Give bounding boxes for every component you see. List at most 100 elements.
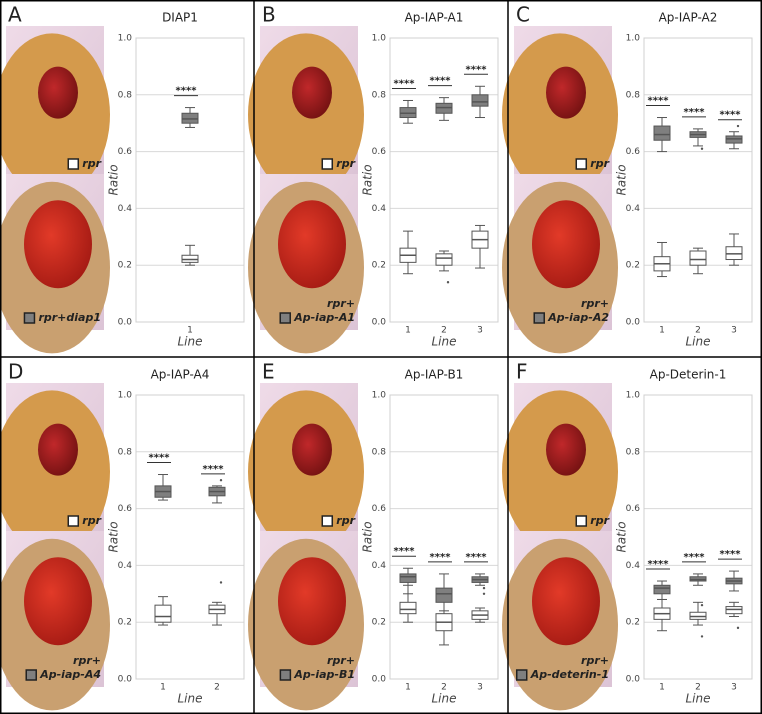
chart-title: DIAP1 xyxy=(162,11,198,25)
y-tick-label: 0.8 xyxy=(118,90,133,100)
sig-label: **** xyxy=(394,546,416,557)
y-tick-label: 1.0 xyxy=(626,391,641,401)
legend-label: rpr+ xyxy=(327,297,355,310)
flier xyxy=(482,586,486,590)
x-tick-label: 3 xyxy=(477,683,483,693)
legend-swatch xyxy=(515,669,528,681)
x-tick-label: 1 xyxy=(187,326,193,336)
y-tick-label: 0.8 xyxy=(372,90,387,100)
legend-label: rpr xyxy=(590,514,609,527)
legend-label: rpr xyxy=(82,514,101,527)
fly-eye xyxy=(38,66,78,119)
x-tick-label: 1 xyxy=(160,683,166,693)
y-axis-label: Ratio xyxy=(361,164,375,195)
sig-label: **** xyxy=(720,549,742,560)
flier xyxy=(736,626,740,630)
panel: C Ap-IAP-A2 0.0 0.2 0.4 0.6 0.8 1.0 Ratio Line 1 2 3… xyxy=(502,3,753,354)
y-tick-label: 0.2 xyxy=(118,261,132,271)
sig-label: **** xyxy=(203,464,225,475)
y-tick-label: 0.0 xyxy=(626,318,641,328)
y-axis-label: Ratio xyxy=(361,521,375,552)
sig-label: **** xyxy=(394,78,416,89)
sig-label: **** xyxy=(684,107,706,118)
y-tick-label: 0.4 xyxy=(118,204,133,214)
panel: D Ap-IAP-A4 0.0 0.2 0.4 0.6 0.8 1.0 Ratio Line 1 2 *… xyxy=(0,360,245,711)
fly-eye xyxy=(546,423,586,476)
legend-label: rpr xyxy=(336,157,355,170)
y-tick-label: 0.2 xyxy=(626,618,640,628)
chart-title: Ap-Deterin-1 xyxy=(650,368,727,382)
box xyxy=(653,584,671,595)
plot-frame xyxy=(135,37,245,323)
plot-frame xyxy=(643,394,753,680)
box xyxy=(399,573,417,583)
y-axis-label: Ratio xyxy=(107,164,121,195)
panel-letter: F xyxy=(516,360,528,384)
y-tick-label: 0.0 xyxy=(118,675,133,685)
legend-label: Ap-iap-A1 xyxy=(293,311,355,324)
x-axis-label: Line xyxy=(177,692,202,706)
fly-eye xyxy=(24,557,92,646)
x-tick-label: 3 xyxy=(731,326,737,336)
y-tick-label: 0.8 xyxy=(626,90,641,100)
plot-frame xyxy=(389,394,499,680)
legend-swatch xyxy=(25,669,37,681)
x-tick-label: 1 xyxy=(405,683,411,693)
plot-frame xyxy=(389,37,499,323)
y-tick-label: 0.4 xyxy=(626,204,641,214)
x-tick-label: 2 xyxy=(214,683,220,693)
box xyxy=(154,604,172,623)
sig-label: **** xyxy=(720,110,742,121)
flier xyxy=(219,581,223,584)
y-tick-label: 0.2 xyxy=(626,261,640,271)
chart-title: Ap-IAP-A4 xyxy=(151,368,210,382)
legend-label: rpr+ xyxy=(327,654,355,667)
x-tick-label: 1 xyxy=(659,683,665,693)
y-tick-label: 0.8 xyxy=(372,447,387,457)
fly-eye xyxy=(292,423,332,476)
x-tick-label: 1 xyxy=(659,326,665,336)
chart-title: Ap-IAP-A1 xyxy=(405,11,464,25)
flier xyxy=(482,592,486,595)
flier xyxy=(446,281,450,284)
x-tick-label: 1 xyxy=(405,326,411,336)
x-tick-label: 2 xyxy=(695,683,701,693)
y-tick-label: 1.0 xyxy=(372,391,387,401)
plot-frame xyxy=(643,37,753,323)
box xyxy=(471,94,489,107)
y-tick-label: 0.6 xyxy=(372,147,387,157)
chart-title: Ap-IAP-A2 xyxy=(659,11,718,25)
sig-label: **** xyxy=(430,552,452,563)
flier xyxy=(700,603,704,607)
y-tick-label: 0.0 xyxy=(118,318,133,328)
y-tick-label: 0.8 xyxy=(118,447,133,457)
x-tick-label: 2 xyxy=(441,683,447,693)
legend-swatch xyxy=(67,158,80,170)
y-tick-label: 1.0 xyxy=(118,391,133,401)
y-tick-label: 0.4 xyxy=(372,204,387,214)
legend-label: Ap-iap-A4 xyxy=(39,668,101,681)
fly-eye xyxy=(292,66,332,119)
legend-label: rpr xyxy=(590,157,609,170)
y-tick-label: 0.2 xyxy=(372,261,386,271)
x-tick-label: 2 xyxy=(695,326,701,336)
legend-label: Ap-iap-B1 xyxy=(293,668,355,681)
y-tick-label: 0.6 xyxy=(626,504,641,514)
sig-label: **** xyxy=(176,86,198,97)
x-axis-label: Line xyxy=(685,692,710,706)
panel-letter: A xyxy=(8,3,22,27)
box xyxy=(653,125,671,141)
y-tick-label: 0.6 xyxy=(118,147,133,157)
y-tick-label: 0.2 xyxy=(118,618,132,628)
y-tick-label: 0.0 xyxy=(372,318,387,328)
legend-swatch xyxy=(321,515,334,527)
x-axis-label: Line xyxy=(685,335,710,349)
flier xyxy=(736,124,740,128)
fly-eye xyxy=(532,200,600,289)
y-axis-label: Ratio xyxy=(615,521,629,552)
x-tick-label: 3 xyxy=(477,326,483,336)
panel-letter: B xyxy=(262,3,276,27)
y-tick-label: 0.4 xyxy=(372,561,387,571)
y-tick-label: 0.0 xyxy=(372,675,387,685)
